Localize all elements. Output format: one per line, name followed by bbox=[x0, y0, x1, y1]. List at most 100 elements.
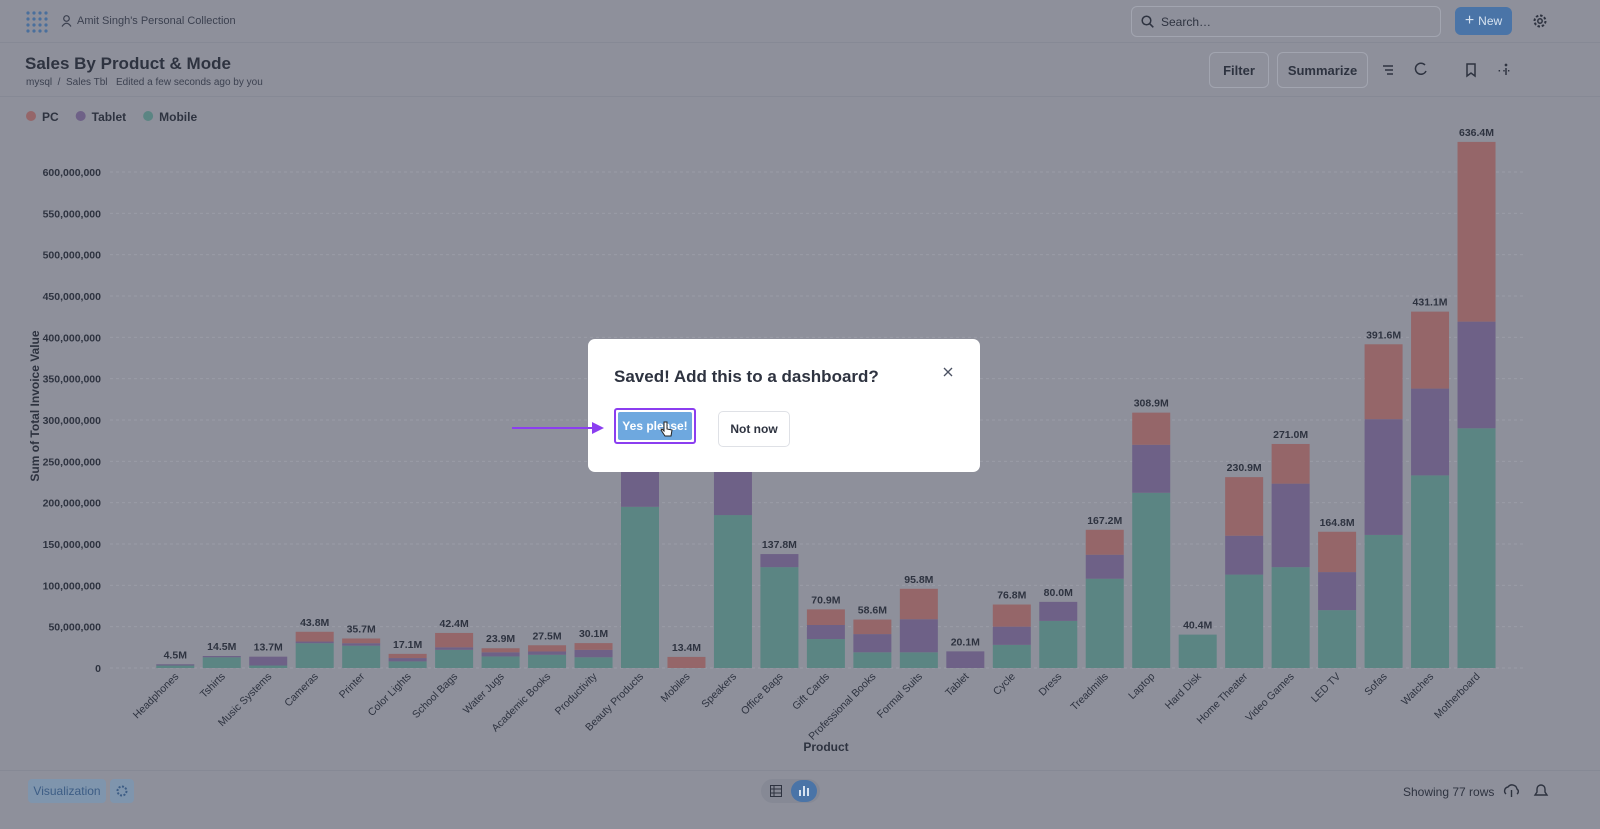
viz-settings-button[interactable] bbox=[110, 779, 134, 803]
total-label: 271.0M bbox=[1273, 429, 1308, 441]
bar-segment bbox=[1085, 529, 1124, 555]
bar-segment bbox=[992, 604, 1031, 627]
total-label: 431.1M bbox=[1413, 297, 1448, 309]
x-tick-label: Cameras bbox=[282, 671, 321, 710]
bar-segment bbox=[946, 651, 985, 668]
bar-segment bbox=[1039, 620, 1078, 668]
bar-segment bbox=[295, 643, 334, 668]
bar-segment bbox=[1132, 412, 1171, 445]
pointer-arrow bbox=[512, 422, 604, 434]
total-label: 17.1M bbox=[393, 639, 422, 651]
x-tick-label: Color Lights bbox=[366, 671, 414, 719]
bar-segment bbox=[899, 652, 938, 668]
bar-segment bbox=[481, 656, 520, 668]
bar-segment bbox=[1318, 610, 1357, 668]
logo[interactable] bbox=[26, 11, 48, 33]
total-label: 13.4M bbox=[672, 642, 701, 654]
y-tick-label: 600,000,000 bbox=[43, 167, 102, 179]
bar-segment bbox=[1178, 634, 1217, 668]
bar-segment bbox=[806, 639, 845, 668]
total-label: 40.4M bbox=[1183, 620, 1212, 632]
modal-title: Saved! Add this to a dashboard? bbox=[614, 367, 879, 386]
bar-segment bbox=[295, 631, 334, 642]
bar-segment bbox=[1411, 388, 1450, 476]
x-tick-label: Hard Disk bbox=[1163, 670, 1205, 712]
new-button[interactable]: + New bbox=[1455, 7, 1512, 35]
question-title[interactable]: Sales By Product & Mode bbox=[25, 54, 231, 73]
bar-segment bbox=[713, 515, 752, 668]
settings-icon[interactable] bbox=[1532, 13, 1548, 29]
x-tick-label: Tablet bbox=[943, 671, 971, 699]
search-box[interactable]: Search… bbox=[1131, 6, 1441, 37]
y-tick-label: 400,000,000 bbox=[43, 332, 102, 344]
bar-segment bbox=[1085, 578, 1124, 668]
total-label: 70.9M bbox=[811, 594, 840, 606]
bar-segment bbox=[342, 638, 381, 644]
filter-button[interactable]: Filter bbox=[1209, 52, 1269, 88]
total-label: 76.8M bbox=[997, 590, 1026, 602]
y-tick-label: 50,000,000 bbox=[48, 622, 101, 634]
x-tick-label: Dress bbox=[1037, 671, 1065, 699]
total-label: 35.7M bbox=[347, 623, 376, 635]
edited-note: Edited a few seconds ago by you bbox=[116, 77, 263, 88]
more-icon[interactable]: ⋯ bbox=[1497, 62, 1511, 78]
bar-segment bbox=[1457, 321, 1496, 429]
chart-toggle[interactable] bbox=[791, 780, 817, 802]
legend-swatch bbox=[75, 111, 86, 121]
total-label: 391.6M bbox=[1366, 329, 1401, 341]
y-tick-label: 0 bbox=[95, 663, 101, 675]
legend-label: PC bbox=[42, 110, 59, 124]
total-label: 27.5M bbox=[532, 630, 561, 642]
bar-segment bbox=[481, 652, 520, 657]
new-label: New bbox=[1478, 14, 1503, 28]
bar-segment bbox=[574, 649, 613, 658]
bar-segment bbox=[528, 645, 567, 652]
bar-segment bbox=[853, 652, 892, 668]
bar-segment bbox=[1364, 419, 1403, 535]
bar-segment bbox=[528, 654, 567, 668]
plus-icon: + bbox=[1464, 12, 1475, 29]
total-label: 58.6M bbox=[858, 605, 887, 617]
total-label: 164.8M bbox=[1320, 517, 1355, 529]
breadcrumb[interactable]: mysql / Sales Tbl bbox=[26, 77, 108, 88]
table-icon[interactable] bbox=[770, 785, 782, 797]
bar-segment bbox=[1318, 531, 1357, 573]
x-tick-label: Cycle bbox=[991, 671, 1018, 698]
not-now-button[interactable]: Not now bbox=[718, 411, 790, 447]
bar-segment bbox=[1271, 567, 1310, 668]
bar-segment bbox=[1225, 574, 1264, 668]
visualization-button[interactable]: Visualization bbox=[28, 779, 106, 803]
total-label: 167.2M bbox=[1087, 515, 1122, 527]
x-tick-label: Printer bbox=[337, 670, 368, 701]
x-tick-label: Mobiles bbox=[659, 671, 693, 705]
bar-segment bbox=[1457, 141, 1496, 322]
bar-segment bbox=[992, 644, 1031, 668]
x-tick-label: Tshirts bbox=[198, 671, 228, 701]
search-icon bbox=[1141, 15, 1154, 28]
bar-segment bbox=[1132, 492, 1171, 668]
legend-label: Mobile bbox=[159, 110, 197, 124]
x-axis-label: Product bbox=[803, 740, 848, 754]
modal: Saved! Add this to a dashboard? Yes plea… bbox=[588, 339, 980, 472]
bar-segment bbox=[202, 657, 241, 668]
bar-segment bbox=[1364, 344, 1403, 420]
divider bbox=[0, 96, 1600, 97]
y-tick-label: 500,000,000 bbox=[43, 250, 102, 262]
view-toggle[interactable] bbox=[761, 779, 820, 803]
summarize-button[interactable]: Summarize bbox=[1277, 52, 1368, 88]
bar-segment bbox=[156, 665, 195, 668]
footer: Visualization Showing 77 rows bbox=[0, 770, 1600, 829]
close-button[interactable] bbox=[943, 367, 953, 377]
bar-segment bbox=[1271, 443, 1310, 484]
toolbar-icons[interactable] bbox=[1380, 62, 1530, 78]
footer-icons[interactable] bbox=[1503, 783, 1553, 799]
total-label: 20.1M bbox=[951, 636, 980, 648]
x-tick-label: Speakers bbox=[699, 671, 739, 711]
x-tick-label: Gift Cards bbox=[790, 671, 832, 713]
bar-segment bbox=[295, 641, 334, 644]
x-tick-label: Laptop bbox=[1126, 671, 1157, 702]
collection-link[interactable]: Amit Singh's Personal Collection bbox=[77, 15, 236, 27]
yes-button[interactable]: Yes please! bbox=[618, 412, 692, 440]
row-count: Showing 77 rows bbox=[1403, 785, 1495, 799]
bar-segment bbox=[899, 619, 938, 653]
